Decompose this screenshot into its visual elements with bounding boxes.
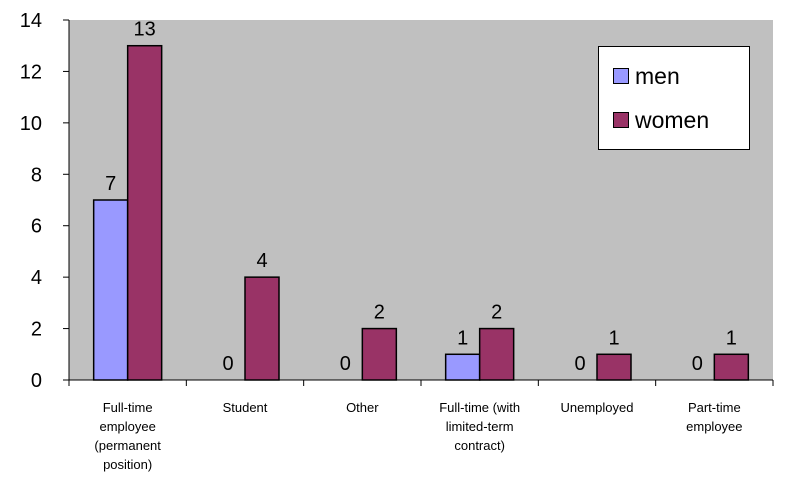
y-tick-label: 2: [31, 319, 42, 341]
x-category-label-line: position): [103, 457, 153, 472]
legend-swatch-men: [613, 68, 629, 84]
x-category-label-line: (permanent: [94, 438, 161, 453]
y-tick-label: 10: [20, 113, 42, 135]
x-category-label-line: Full-time: [102, 400, 153, 415]
x-category-label: Full-time employee (permanent position): [73, 398, 183, 474]
x-category-label: Other: [307, 398, 417, 417]
data-label-women: 1: [726, 327, 737, 349]
x-category-label-line: Student: [222, 400, 268, 415]
data-label-men: 0: [692, 353, 703, 375]
bar-women: [244, 276, 280, 381]
bar-men: [92, 199, 129, 381]
x-category-label-line: Full-time (with: [439, 400, 521, 415]
data-label-women: 2: [491, 302, 502, 324]
x-category-label-line: employee: [99, 419, 156, 434]
x-category-label: Part-time employee: [659, 398, 769, 436]
y-tick-label: 8: [31, 164, 42, 186]
data-label-men: 0: [340, 353, 351, 375]
data-label-women: 13: [134, 19, 156, 41]
legend: men women: [598, 46, 750, 150]
y-tick-label: 14: [20, 10, 42, 32]
data-label-men: 1: [457, 327, 468, 349]
data-label-women: 2: [374, 302, 385, 324]
data-label-women: 1: [608, 327, 619, 349]
bar-women: [596, 353, 632, 381]
legend-item-women: women: [613, 105, 709, 135]
data-label-men: 7: [105, 173, 116, 195]
bar-women: [713, 353, 750, 381]
y-tick-label: 12: [20, 61, 42, 83]
y-tick-label: 4: [31, 267, 42, 289]
x-category-label-line: contract): [454, 438, 505, 453]
legend-swatch-women: [613, 112, 629, 128]
data-label-men: 0: [574, 353, 585, 375]
bar-women: [361, 327, 398, 381]
y-tick-label: 6: [31, 216, 42, 238]
x-category-label: Student: [190, 398, 300, 417]
y-tick-label: 0: [31, 370, 42, 392]
x-category-label: Full-time (with limited-term contract): [425, 398, 535, 455]
legend-item-men: men: [613, 61, 680, 91]
legend-label-men: men: [635, 62, 680, 89]
bar-women: [126, 44, 163, 381]
x-category-label-line: employee: [686, 419, 743, 434]
x-category-label-line: Other: [346, 400, 379, 415]
x-category-label-line: limited-term: [445, 419, 514, 434]
x-category-label-line: Unemployed: [560, 400, 634, 415]
x-category-label: Unemployed: [542, 398, 652, 417]
x-category-label-line: Part-time: [687, 400, 741, 415]
data-label-men: 0: [222, 353, 233, 375]
data-label-women: 4: [256, 250, 267, 272]
legend-label-women: women: [635, 106, 710, 133]
bar-men: [444, 353, 481, 381]
bar-women: [478, 327, 515, 381]
